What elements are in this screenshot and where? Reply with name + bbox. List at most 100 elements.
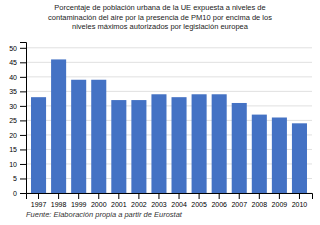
y-tick: 10 bbox=[9, 161, 26, 168]
x-tick: 1999 bbox=[71, 193, 87, 208]
x-tick-label: 2008 bbox=[252, 201, 268, 208]
x-tick-mark bbox=[38, 193, 39, 199]
y-tick: 40 bbox=[9, 74, 26, 81]
y-tick-label: 45 bbox=[9, 59, 17, 66]
y-tick-label: 15 bbox=[9, 146, 17, 153]
x-tick: 2007 bbox=[231, 193, 247, 208]
x-tick-label: 1999 bbox=[71, 201, 87, 208]
x-tick-mark bbox=[179, 193, 180, 199]
title-line: niveles máximos autorizados por legislac… bbox=[72, 22, 249, 31]
grid-line bbox=[26, 163, 312, 164]
bars bbox=[31, 59, 307, 193]
y-tick-label: 5 bbox=[13, 175, 17, 182]
y-tick: 35 bbox=[9, 88, 26, 95]
x-tick-mark bbox=[279, 193, 280, 199]
y-tick-label: 20 bbox=[9, 132, 17, 139]
bar bbox=[172, 97, 187, 193]
y-tick-mark bbox=[20, 62, 26, 63]
y-axis: 0 5 10 15 20 25 30 35 40 45 50 bbox=[9, 43, 26, 197]
x-tick: 2002 bbox=[131, 193, 147, 208]
bar bbox=[91, 80, 106, 193]
bar bbox=[71, 80, 86, 193]
x-tick-mark bbox=[138, 193, 139, 199]
x-tick: 1997 bbox=[31, 193, 47, 208]
bar bbox=[151, 94, 166, 193]
y-tick-label: 50 bbox=[9, 45, 17, 52]
bar bbox=[31, 97, 46, 193]
x-tick: 2008 bbox=[252, 193, 268, 208]
x-tick-label: 1997 bbox=[31, 201, 47, 208]
x-tick-label: 2003 bbox=[151, 201, 167, 208]
x-tick-label: 2010 bbox=[292, 201, 308, 208]
x-axis-line bbox=[27, 194, 313, 200]
x-tick-label: 2001 bbox=[111, 201, 127, 208]
y-tick: 15 bbox=[9, 146, 26, 153]
bar bbox=[111, 100, 126, 193]
y-tick-mark bbox=[20, 193, 26, 194]
x-tick: 2003 bbox=[151, 193, 167, 208]
chart: Porcentaje de población urbana de la UE … bbox=[0, 0, 320, 225]
y-tick-mark bbox=[20, 120, 26, 121]
footnote: Fuente: Elaboración propia a partir de E… bbox=[26, 210, 183, 219]
x-tick: 1998 bbox=[51, 193, 67, 208]
x-tick: 2009 bbox=[272, 193, 288, 208]
title-line: contaminación del aire por la presencia … bbox=[48, 13, 272, 22]
y-tick-label: 30 bbox=[9, 103, 17, 110]
grid-line bbox=[26, 47, 312, 48]
bar bbox=[232, 103, 247, 193]
x-axis: 1997 1998 1999 2000 2001 2002 2003 2004 2005 2006… bbox=[27, 193, 313, 208]
y-tick-mark bbox=[20, 135, 26, 136]
x-tick-mark bbox=[78, 193, 79, 199]
x-tick-mark bbox=[158, 193, 159, 199]
y-tick: 20 bbox=[9, 132, 26, 139]
y-tick-mark bbox=[20, 91, 26, 92]
y-tick-mark bbox=[20, 106, 26, 107]
x-tick-label: 1998 bbox=[51, 201, 67, 208]
bar bbox=[292, 123, 307, 193]
y-tick: 5 bbox=[13, 175, 26, 182]
grid-line bbox=[26, 134, 312, 135]
y-tick-label: 40 bbox=[9, 74, 17, 81]
y-tick-mark bbox=[20, 77, 26, 78]
y-tick-mark bbox=[20, 149, 26, 150]
bar bbox=[192, 94, 207, 193]
plot: 1997199819992000200120022003200420052006… bbox=[9, 43, 312, 208]
x-tick: 2006 bbox=[211, 193, 227, 208]
x-tick-label: 2006 bbox=[211, 201, 227, 208]
bar bbox=[51, 59, 66, 193]
x-tick-mark bbox=[219, 193, 220, 199]
x-tick-mark bbox=[58, 193, 59, 199]
grid-line bbox=[26, 62, 312, 63]
bar bbox=[131, 100, 146, 193]
title: Porcentaje de población urbana de la UE … bbox=[48, 3, 272, 31]
y-tick-mark bbox=[20, 178, 26, 179]
y-tick: 25 bbox=[9, 117, 26, 124]
x-tick-label: 2009 bbox=[272, 201, 288, 208]
y-tick-label: 35 bbox=[9, 88, 17, 95]
x-tick-label: 2002 bbox=[131, 201, 147, 208]
y-tick-mark bbox=[20, 164, 26, 165]
y-tick-mark bbox=[20, 48, 26, 49]
x-tick-label: 2007 bbox=[231, 201, 247, 208]
x-tick-mark bbox=[199, 193, 200, 199]
y-tick: 0 bbox=[13, 190, 26, 197]
y-axis-line bbox=[20, 43, 27, 194]
y-tick-label: 10 bbox=[9, 161, 17, 168]
x-tick-label: 2004 bbox=[171, 201, 187, 208]
y-tick-label: 0 bbox=[13, 190, 17, 197]
x-tick-mark bbox=[299, 193, 300, 199]
grid-line bbox=[26, 178, 312, 179]
grid-line bbox=[26, 149, 312, 150]
x-tick-mark bbox=[118, 193, 119, 199]
grid bbox=[26, 48, 312, 193]
y-tick-label: 25 bbox=[9, 117, 17, 124]
title-line: Porcentaje de población urbana de la UE … bbox=[54, 3, 265, 12]
x-tick-mark bbox=[259, 193, 260, 199]
y-tick: 45 bbox=[9, 59, 26, 66]
x-tick: 2004 bbox=[171, 193, 187, 208]
y-tick: 30 bbox=[9, 103, 26, 110]
grid-line bbox=[26, 91, 312, 92]
grid-line bbox=[26, 120, 312, 121]
x-tick-label: 2005 bbox=[191, 201, 207, 208]
x-tick-label: 2000 bbox=[91, 201, 107, 208]
